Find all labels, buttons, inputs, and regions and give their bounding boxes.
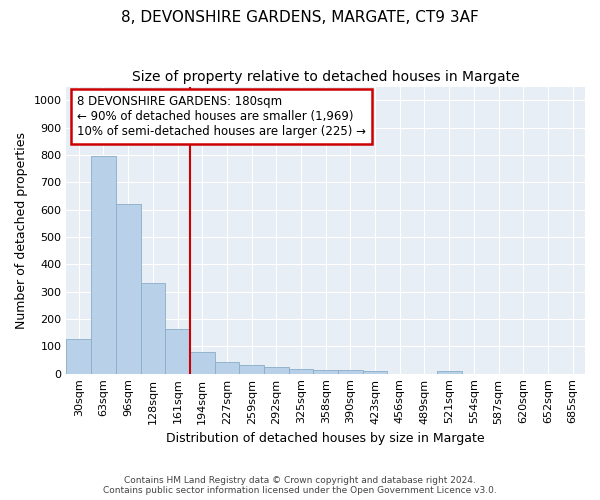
Bar xyxy=(116,204,140,374)
Bar xyxy=(67,340,91,374)
Bar xyxy=(363,371,388,374)
Bar xyxy=(289,369,313,374)
Bar xyxy=(437,372,461,374)
Y-axis label: Number of detached properties: Number of detached properties xyxy=(15,132,28,328)
Bar xyxy=(338,370,363,374)
Bar xyxy=(91,156,116,374)
X-axis label: Distribution of detached houses by size in Margate: Distribution of detached houses by size … xyxy=(166,432,485,445)
Bar xyxy=(264,367,289,374)
Text: Contains HM Land Registry data © Crown copyright and database right 2024.
Contai: Contains HM Land Registry data © Crown c… xyxy=(103,476,497,495)
Bar xyxy=(215,362,239,374)
Text: 8, DEVONSHIRE GARDENS, MARGATE, CT9 3AF: 8, DEVONSHIRE GARDENS, MARGATE, CT9 3AF xyxy=(121,10,479,25)
Bar xyxy=(165,328,190,374)
Bar xyxy=(190,352,215,374)
Title: Size of property relative to detached houses in Margate: Size of property relative to detached ho… xyxy=(132,70,520,84)
Bar xyxy=(239,366,264,374)
Bar xyxy=(313,370,338,374)
Bar xyxy=(140,284,165,374)
Text: 8 DEVONSHIRE GARDENS: 180sqm
← 90% of detached houses are smaller (1,969)
10% of: 8 DEVONSHIRE GARDENS: 180sqm ← 90% of de… xyxy=(77,95,366,138)
